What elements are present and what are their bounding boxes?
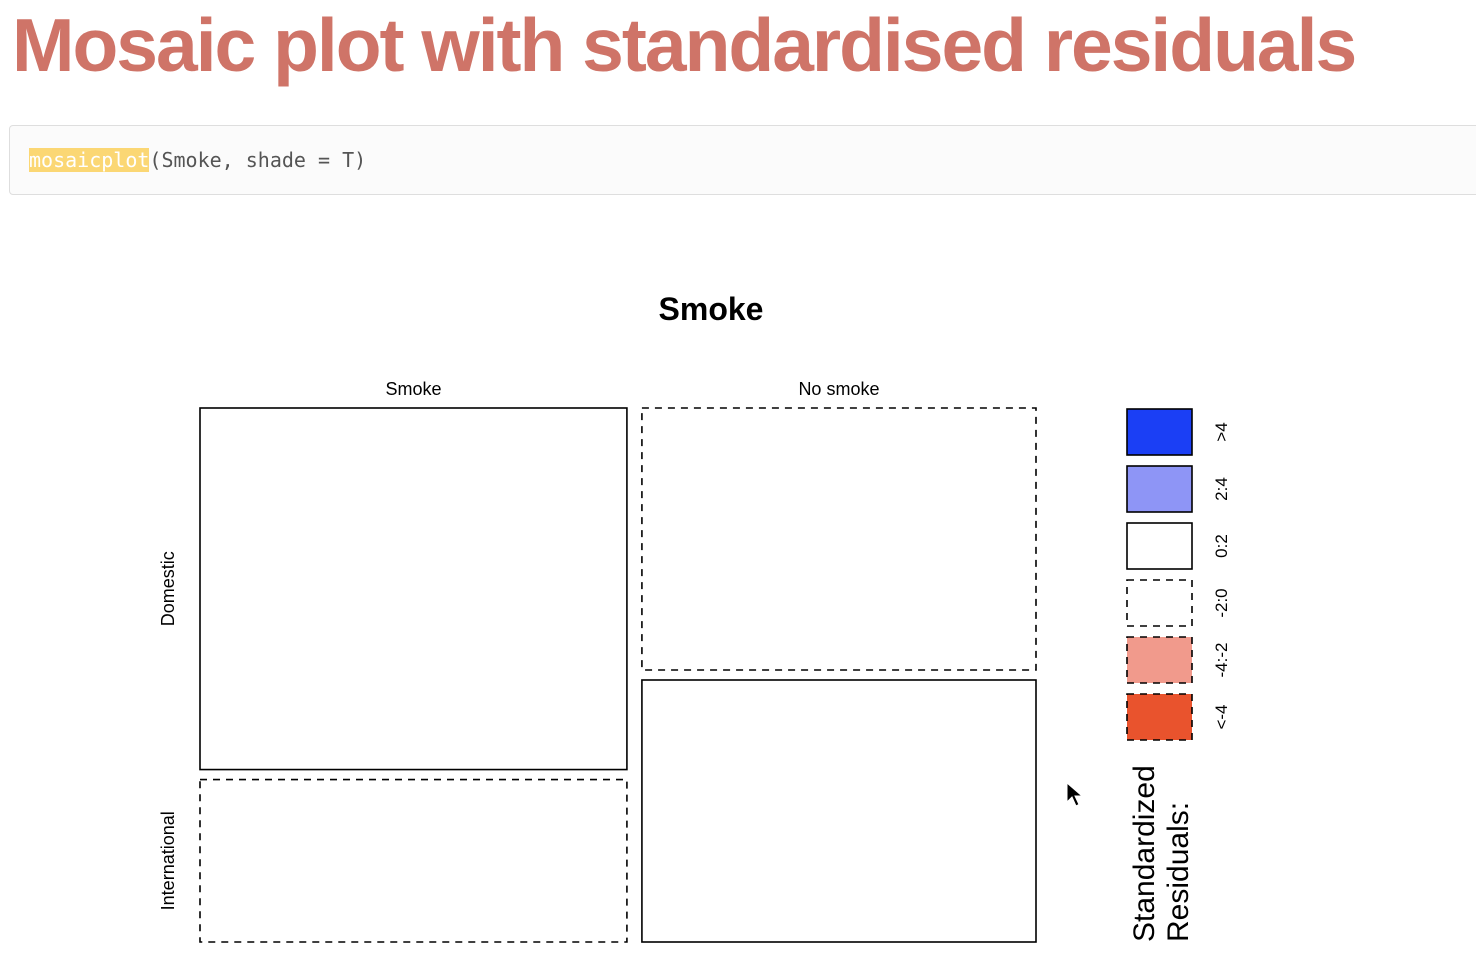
legend-swatch-1: [1126, 465, 1193, 513]
column-label-no-smoke: No smoke: [798, 379, 879, 399]
legend-label-2: 0:2: [1212, 534, 1231, 558]
legend-title-line-1: Standardized: [1128, 765, 1161, 942]
mosaic-cell-no-smoke-international: [641, 679, 1037, 943]
row-label-domestic: Domestic: [158, 551, 178, 626]
code-function-name: mosaicplot: [29, 148, 150, 172]
legend-label-0: >4: [1212, 422, 1231, 441]
mouse-cursor-icon: [1066, 782, 1084, 807]
legend-swatch-0: [1126, 408, 1193, 456]
mosaic-cell-smoke-domestic: [199, 407, 628, 771]
code-line: mosaicplot(Smoke, shade = T): [29, 148, 366, 172]
legend-label-1: 2:4: [1212, 477, 1231, 501]
legend-label-4: -4:-2: [1212, 643, 1231, 678]
legend-swatch-4: [1126, 636, 1193, 684]
legend-swatch-2: [1126, 522, 1193, 570]
mosaic-cell-no-smoke-domestic: [641, 407, 1037, 671]
mosaic-cell-smoke-international: [199, 778, 628, 943]
row-label-international: International: [158, 811, 178, 910]
legend-label-3: -2:0: [1212, 588, 1231, 617]
code-block: mosaicplot(Smoke, shade = T): [9, 125, 1476, 195]
legend-swatch-3: [1126, 579, 1193, 627]
legend-label-5: <-4: [1212, 704, 1231, 729]
chart-title: Smoke: [659, 291, 764, 327]
legend-title-line-2: Residuals:: [1162, 802, 1195, 942]
slide-title: Mosaic plot with standardised residuals: [12, 3, 1357, 87]
column-label-smoke: Smoke: [385, 379, 441, 399]
legend-swatch-5: [1126, 693, 1193, 741]
code-arguments: (Smoke, shade = T): [149, 148, 367, 172]
